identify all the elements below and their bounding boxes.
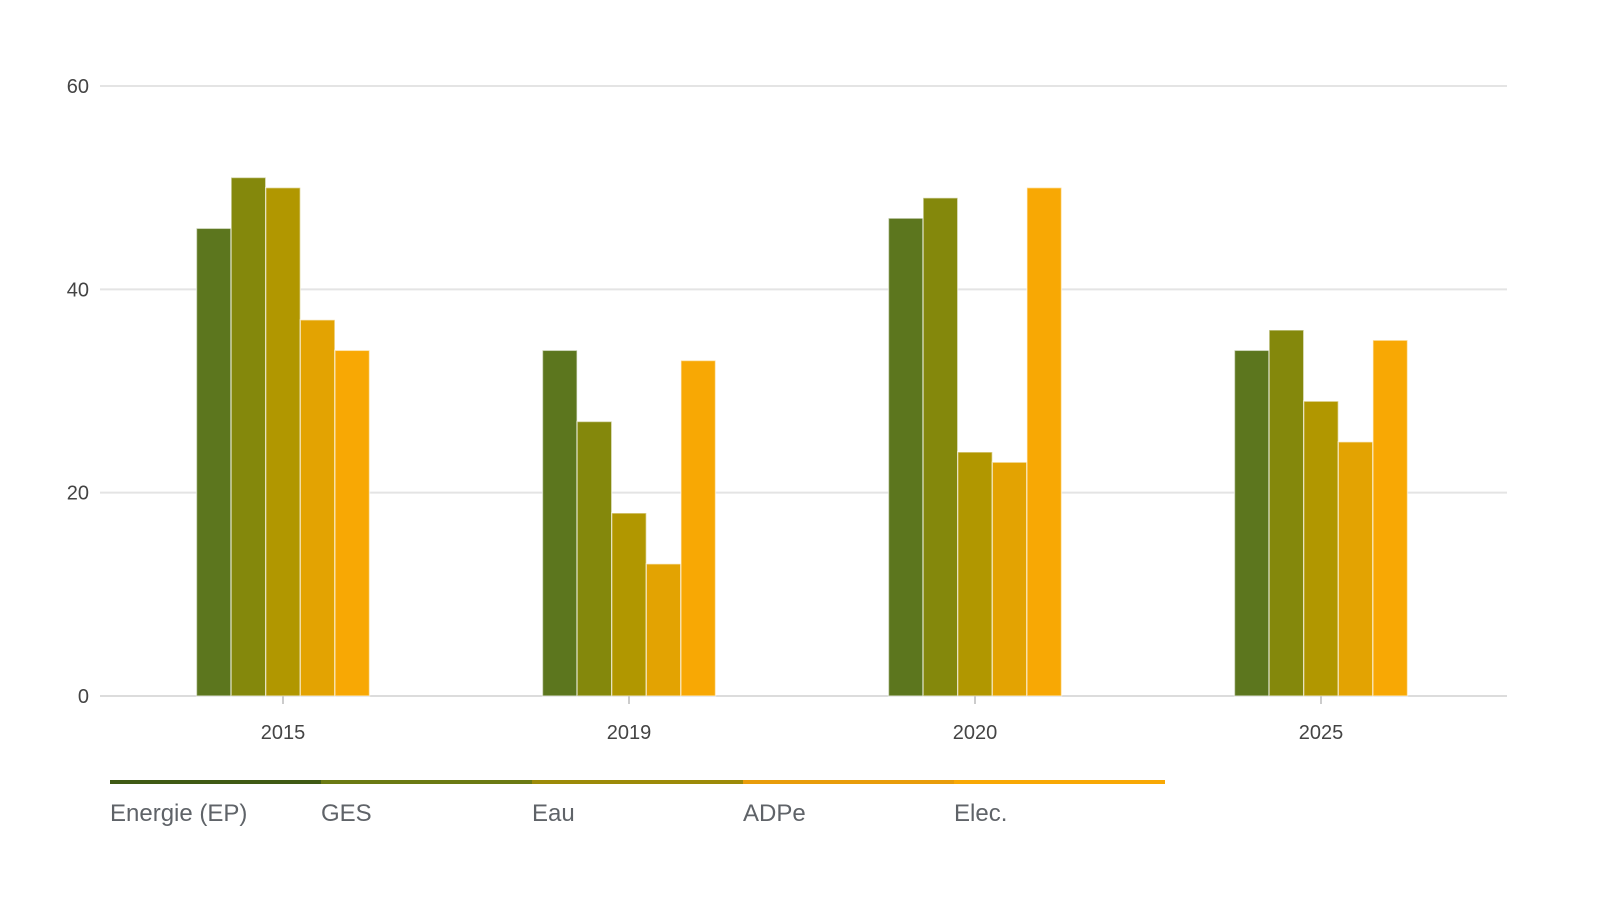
y-axis-ticks: 0 20 40 60	[67, 76, 89, 708]
bar-2019-1[interactable]	[576, 420, 613, 697]
y-tick-label: 0	[78, 686, 89, 708]
bar-2015-0[interactable]	[195, 227, 232, 697]
x-tick-label: 2015	[261, 722, 306, 744]
legend-label: Energie (EP)	[110, 800, 247, 827]
bar-2025-3[interactable]	[1337, 441, 1374, 697]
bar-2020-3[interactable]	[991, 461, 1028, 697]
legend-item[interactable]: Energie (EP)	[110, 780, 321, 827]
x-tick-label: 2020	[953, 722, 998, 744]
bar-2019-3[interactable]	[645, 563, 682, 697]
bar-2019-0[interactable]	[541, 349, 578, 697]
x-tick-label: 2025	[1299, 722, 1344, 744]
bar-2015-1[interactable]	[230, 176, 267, 697]
bar-group-2019	[541, 349, 717, 697]
bar-2020-4[interactable]	[1026, 186, 1063, 697]
bar-2019-2[interactable]	[611, 512, 648, 697]
legend-label: ADPe	[743, 800, 806, 827]
legend-item[interactable]: GES	[321, 780, 532, 827]
bar-2015-4[interactable]	[334, 349, 371, 697]
legend-item[interactable]: Eau	[532, 780, 743, 827]
y-tick-label: 20	[67, 483, 89, 505]
bar-2015-2[interactable]	[265, 186, 302, 697]
legend-label: Eau	[532, 800, 575, 827]
y-tick-label: 40	[67, 279, 89, 301]
legend-label: GES	[321, 800, 372, 827]
x-tick-label: 2019	[607, 722, 652, 744]
bars	[195, 176, 1409, 697]
x-axis-ticks: 2015 2019 2020 2025	[261, 696, 1344, 744]
bar-2025-1[interactable]	[1268, 329, 1305, 697]
bar-2025-4[interactable]	[1372, 339, 1409, 697]
legend-item[interactable]: ADPe	[743, 780, 954, 827]
legend: Energie (EP) GES Eau ADPe Elec.	[110, 780, 1165, 827]
legend-item[interactable]: Elec.	[954, 780, 1165, 827]
bar-group-2020	[887, 186, 1063, 697]
legend-label: Elec.	[954, 800, 1007, 827]
bar-group-2015	[195, 176, 371, 697]
bar-2025-2[interactable]	[1302, 400, 1339, 697]
bar-2020-1[interactable]	[922, 197, 959, 697]
bar-2020-2[interactable]	[957, 451, 994, 697]
bar-2025-0[interactable]	[1233, 349, 1270, 697]
bar-2020-0[interactable]	[887, 217, 924, 697]
bar-2015-3[interactable]	[299, 319, 336, 697]
bar-2019-4[interactable]	[680, 359, 717, 697]
y-tick-label: 60	[67, 76, 89, 98]
bar-group-2025	[1233, 329, 1409, 697]
